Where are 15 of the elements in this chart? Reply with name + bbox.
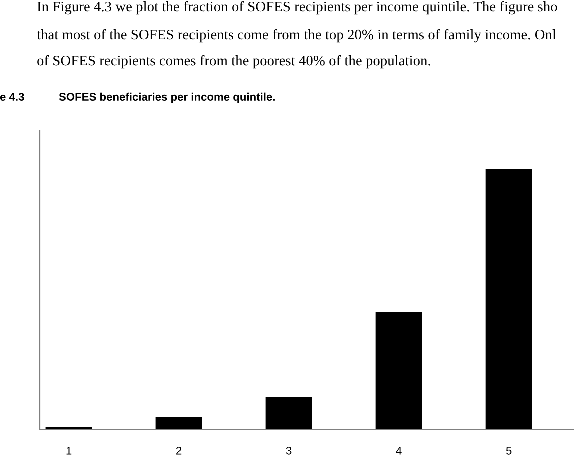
bar [46, 427, 92, 430]
bar [266, 397, 312, 430]
x-tick-label: 4 [396, 447, 402, 455]
chart-title: SOFES beneficiaries per income quintile. [59, 92, 275, 104]
text: e 4.3 [0, 93, 24, 101]
text: that most of the SOFES recipients come from the top 20% in terms of family income. Onl [37, 29, 556, 43]
x-tick-label: 5 [506, 447, 512, 455]
text: In Figure 4.3 we plot the fraction of SOFES recipients per income quintile. The figure sho [38, 1, 558, 15]
x-tick-label: 2 [176, 446, 182, 455]
bar [486, 169, 532, 430]
x-tick-label: 3 [286, 446, 292, 455]
x-tick-label: 1 [66, 447, 72, 455]
text: of SOFES recipients comes from the poorest 40% of the population. [38, 55, 430, 69]
bar [376, 312, 422, 430]
bar [156, 417, 202, 430]
